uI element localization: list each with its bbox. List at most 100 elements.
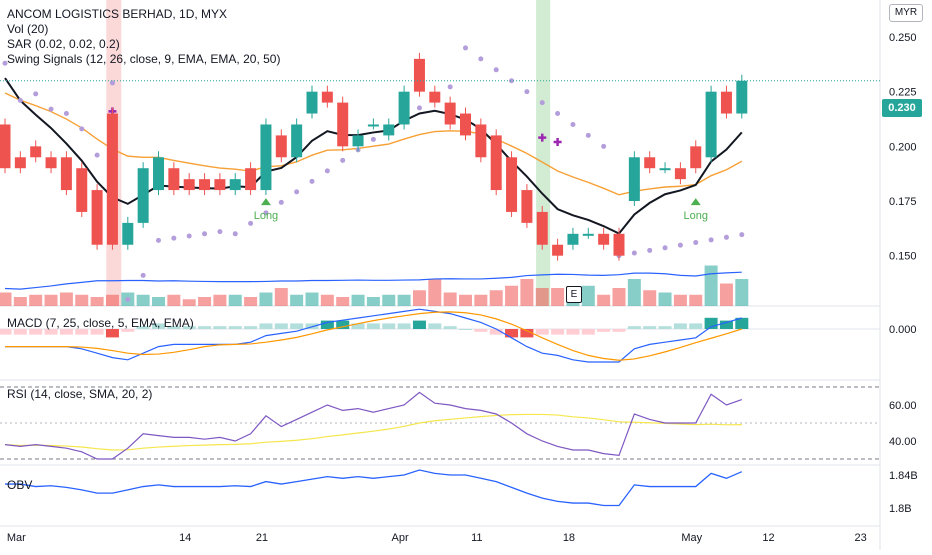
candle-body <box>506 157 518 212</box>
ema-slow-line <box>4 92 743 196</box>
candle-body <box>736 80 748 114</box>
symbol-title[interactable]: ANCOM LOGISTICS BERHAD, 1D, MYX <box>7 7 228 21</box>
macd-histogram-bar <box>689 323 703 329</box>
time-tick-label: 23 <box>854 532 866 544</box>
earnings-badge[interactable]: E <box>566 286 582 303</box>
sar-dot <box>217 229 223 235</box>
macd-line <box>5 308 742 363</box>
sar-dot <box>94 152 100 158</box>
sar-dot <box>186 233 192 239</box>
sar-dot <box>509 78 515 84</box>
sar-dot <box>63 111 69 117</box>
macd-histogram-bar <box>198 326 212 329</box>
candle-body <box>76 168 88 212</box>
sar-dot <box>324 168 330 174</box>
candle-body <box>183 179 195 191</box>
candle-body <box>168 168 180 191</box>
candle-body <box>30 146 42 158</box>
macd-histogram-bar <box>152 323 165 329</box>
sar-dot <box>370 136 376 142</box>
macd-histogram-bar <box>75 329 89 335</box>
macd-histogram-bar <box>459 329 472 330</box>
candle-body <box>582 233 594 236</box>
macd-histogram-bar <box>597 329 611 332</box>
volume-bar <box>213 294 227 306</box>
currency-button[interactable]: MYR <box>889 4 923 22</box>
time-tick-label: Apr <box>392 532 409 544</box>
cross-signal-marker <box>553 137 562 146</box>
candle-body <box>398 91 410 125</box>
candle-body <box>613 233 625 256</box>
price-tick-label: 0.150 <box>889 251 917 263</box>
macd-histogram-bar <box>581 329 595 335</box>
macd-legend[interactable]: MACD (7, 25, close, 5, EMA, EMA) <box>7 316 194 330</box>
swing-signals-legend[interactable]: Swing Signals (12, 26, close, 9, EMA, EM… <box>7 52 281 66</box>
candle-body <box>45 157 57 169</box>
buy-highlight-band <box>536 0 551 306</box>
candle-body <box>229 179 241 191</box>
macd-histogram-bar <box>366 323 380 329</box>
candle-body <box>521 190 533 223</box>
candle-body <box>628 157 640 202</box>
sar-dot <box>539 100 545 106</box>
volume-bar <box>643 290 657 306</box>
macd-histogram-bar <box>612 329 626 332</box>
volume-bar <box>274 288 288 306</box>
sar-dot <box>647 247 653 253</box>
volume-bar <box>459 294 472 306</box>
volume-legend[interactable]: Vol (20) <box>7 22 49 36</box>
sar-dot <box>555 111 561 117</box>
candle-body <box>14 157 26 169</box>
time-tick-label: May <box>681 532 702 544</box>
candle-body <box>137 168 149 223</box>
volume-bar <box>182 299 196 306</box>
candle-body <box>444 102 456 125</box>
volume-bar <box>658 292 672 306</box>
sar-dot <box>524 89 530 95</box>
candle-body <box>490 135 502 191</box>
sar-dot <box>693 240 699 246</box>
time-tick-label: Mar <box>7 532 26 544</box>
sar-dot <box>2 60 8 66</box>
sar-dot <box>202 231 208 237</box>
volume-bar <box>59 292 73 306</box>
rsi-legend[interactable]: RSI (14, close, SMA, 20, 2) <box>7 387 153 401</box>
candle-body <box>720 91 732 114</box>
candle-body <box>413 58 425 92</box>
volume-bar <box>535 288 549 306</box>
sar-dot <box>294 189 300 195</box>
candle-body <box>598 233 610 245</box>
macd-histogram-bar <box>412 320 426 329</box>
candle-body <box>429 91 441 103</box>
macd-histogram-bar <box>0 329 12 335</box>
sar-dot <box>585 132 591 138</box>
volume-bar <box>474 294 488 306</box>
sar-dot <box>739 232 745 238</box>
candle-body <box>0 124 11 169</box>
rsi-ma-line <box>4 413 742 451</box>
sar-dot <box>33 91 39 97</box>
macd-histogram-bar <box>520 329 534 338</box>
macd-histogram-bar <box>382 323 396 329</box>
candle-body <box>199 179 211 191</box>
macd-histogram-bar <box>658 326 672 329</box>
macd-histogram-bar <box>274 323 288 329</box>
volume-bar <box>228 294 242 306</box>
volume-bar <box>0 292 12 306</box>
candle-body <box>337 102 349 147</box>
sar-legend[interactable]: SAR (0.02, 0.02, 0.2) <box>7 37 120 51</box>
volume-bar <box>627 279 641 306</box>
sar-dot <box>171 235 177 241</box>
volume-bar <box>167 294 181 306</box>
volume-bar <box>351 294 365 306</box>
macd-histogram-bar <box>320 320 334 329</box>
candle-body <box>552 244 564 256</box>
obv-legend[interactable]: OBV <box>7 478 33 492</box>
volume-bar <box>551 288 565 306</box>
macd-histogram-bar <box>505 329 519 338</box>
volume-bar <box>75 294 89 306</box>
obv-line <box>5 469 743 507</box>
macd-histogram-bar <box>566 329 580 335</box>
